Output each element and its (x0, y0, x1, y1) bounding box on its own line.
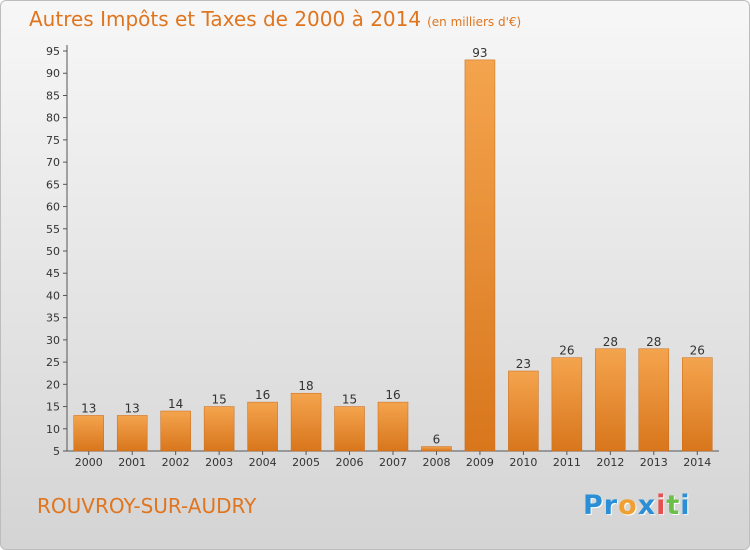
data-label: 6 (433, 433, 441, 447)
y-tick-label: 75 (46, 134, 60, 147)
data-label: 26 (690, 344, 705, 358)
x-tick-label: 2009 (466, 456, 494, 469)
x-tick-label: 2000 (75, 456, 103, 469)
data-label: 15 (211, 393, 226, 407)
bar (464, 59, 496, 452)
bar (160, 410, 191, 452)
y-tick-label: 5 (53, 445, 60, 458)
data-label: 14 (168, 397, 183, 411)
data-label: 26 (559, 344, 574, 358)
x-tick-label: 2007 (379, 456, 407, 469)
y-tick-label: 55 (46, 223, 60, 236)
logo-letter: i (680, 490, 691, 521)
logo-letter: t (666, 490, 681, 521)
bar (595, 348, 626, 452)
bars (73, 59, 713, 452)
x-tick-label: 2002 (162, 456, 190, 469)
bar (551, 357, 583, 452)
y-tick-label: 40 (46, 289, 60, 302)
x-tick-label: 2005 (292, 456, 320, 469)
proxiti-logo: Proxiti (583, 490, 691, 521)
unit-label: (en milliers d'€) (427, 15, 522, 29)
chart-title-text: Autres Impôts et Taxes de 2000 à 2014 (29, 7, 422, 31)
y-tick-label: 70 (46, 156, 60, 169)
y-tick-label: 10 (46, 423, 60, 436)
x-tick-label: 2001 (118, 456, 146, 469)
y-tick-label: 30 (46, 334, 60, 347)
data-label: 16 (255, 388, 270, 402)
data-label: 15 (342, 393, 357, 407)
y-tick-label: 35 (46, 312, 60, 325)
y-tick-label: 20 (46, 378, 60, 391)
chart-title: Autres Impôts et Taxes de 2000 à 2014 (en… (29, 7, 521, 31)
x-tick-label: 2004 (249, 456, 277, 469)
bar (377, 401, 409, 452)
x-tick-label: 2014 (683, 456, 711, 469)
x-tick-label: 2011 (553, 456, 581, 469)
logo-letter: r (603, 490, 619, 521)
y-tick-label: 85 (46, 89, 60, 102)
bar (421, 446, 452, 452)
bar (247, 401, 278, 452)
x-tick-label: 2012 (596, 456, 624, 469)
data-label: 16 (385, 388, 400, 402)
bar (203, 406, 235, 452)
x-tick-label: 2008 (422, 456, 450, 469)
bar (290, 392, 322, 452)
commune-name: ROUVROY-SUR-AUDRY (37, 494, 257, 518)
y-tick-label: 65 (46, 178, 60, 191)
data-label: 18 (298, 379, 313, 393)
bar (334, 406, 365, 452)
data-label: 23 (516, 357, 531, 371)
y-tick-label: 15 (46, 401, 60, 414)
y-tick-label: 25 (46, 356, 60, 369)
logo-letter: P (583, 490, 604, 521)
data-labels: 13 13 14 15 16 18 15 16 6 93 23 26 28 28 26 (81, 46, 705, 447)
bar (116, 415, 148, 452)
y-tick-label: 90 (46, 67, 60, 80)
data-label: 13 (81, 401, 96, 415)
y-tick-label: 60 (46, 201, 60, 214)
logo-letter: i (656, 490, 667, 521)
x-tick-label: 2003 (205, 456, 233, 469)
bar (682, 357, 713, 452)
x-axis: 2000 2001 2002 2003 2004 2005 2006 2007 2008 2009… (67, 450, 719, 469)
bar (638, 348, 670, 452)
y-axis: 5 10 15 20 25 30 35 40 45 50 55 60 65 70 75 80 85 90 95 (46, 45, 68, 458)
x-tick-label: 2013 (640, 456, 668, 469)
x-tick-label: 2006 (336, 456, 364, 469)
bar (73, 415, 104, 452)
y-tick-label: 50 (46, 245, 60, 258)
y-tick-label: 45 (46, 267, 60, 280)
bar (508, 370, 539, 452)
data-label: 93 (472, 46, 487, 60)
y-tick-label: 95 (46, 45, 60, 58)
y-tick-label: 80 (46, 112, 60, 125)
x-tick-label: 2010 (509, 456, 537, 469)
logo-letter: x (637, 490, 657, 521)
data-label: 13 (125, 401, 140, 415)
data-label: 28 (603, 335, 618, 349)
data-label: 28 (646, 335, 661, 349)
logo-letter: o (618, 490, 638, 521)
